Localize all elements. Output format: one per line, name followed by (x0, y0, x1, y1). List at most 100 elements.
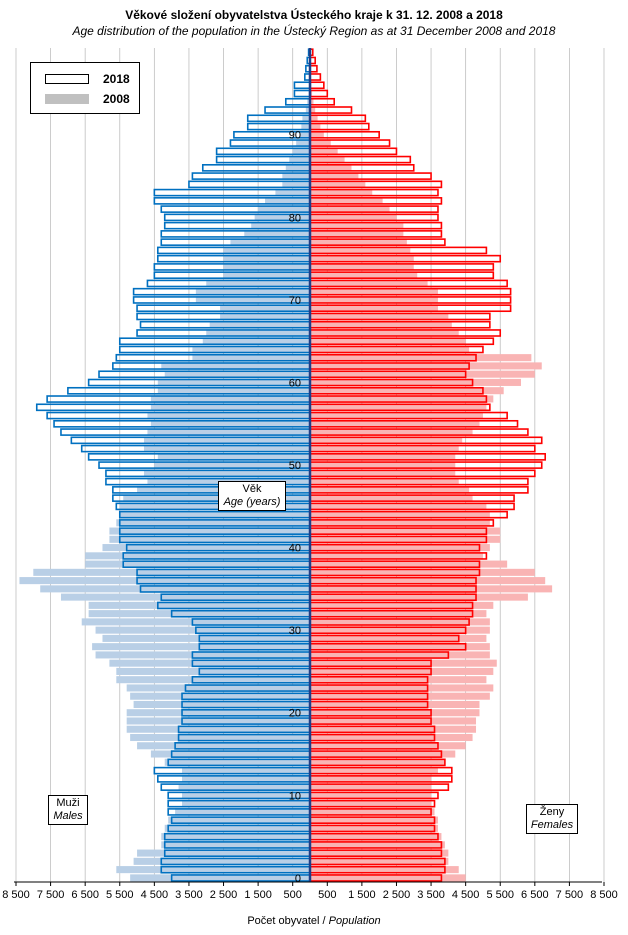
x-tick-label: 5 500 (106, 889, 134, 901)
bar-female-2018 (309, 97, 336, 106)
bar-male-2008 (175, 808, 310, 816)
legend-swatch-2008 (45, 94, 89, 104)
bar-female-2008 (310, 783, 432, 791)
bar-female-2008 (310, 337, 466, 345)
bar-female-2008 (310, 700, 480, 708)
bar-female-2008 (310, 188, 373, 197)
bar-male-2008 (85, 552, 310, 560)
bar-female-2008 (310, 593, 528, 601)
bar-female-2008 (310, 725, 477, 733)
bar-female-2008 (310, 486, 470, 494)
bar-female-2008 (310, 139, 331, 147)
x-tick-label: 3 500 (417, 889, 445, 901)
bar-female-2018 (309, 81, 325, 90)
bar-female-2008 (310, 255, 414, 263)
bar-female-2008 (310, 577, 546, 585)
bar-male-2008 (182, 791, 310, 799)
bar-female-2008 (310, 643, 490, 651)
bar-male-2008 (164, 370, 310, 378)
bar-male-2008 (19, 577, 310, 585)
y-tick-label: 20 (289, 708, 301, 720)
bar-male-2008 (60, 593, 310, 601)
bar-male-2008 (102, 634, 311, 642)
bar-female-2008 (310, 709, 480, 717)
x-tick-label: 6 500 (71, 889, 99, 901)
bar-male-2008 (289, 155, 310, 164)
bar-male-2008 (150, 395, 310, 403)
bar-male-2008 (282, 172, 310, 180)
bar-male-2008 (292, 147, 310, 155)
bar-male-2008 (178, 783, 310, 791)
bar-female-2008 (310, 824, 438, 832)
bar-female-2008 (310, 420, 480, 428)
bar-female-2008 (310, 312, 449, 320)
bar-male-2008 (126, 709, 311, 717)
bar-female-2008 (310, 213, 397, 221)
bar-female-2008 (310, 378, 521, 386)
bar-male-2008 (137, 849, 310, 857)
chart-title: Věkové složení obyvatelstva Ústeckého kr… (125, 8, 503, 22)
bar-male-2008 (195, 296, 310, 304)
x-tick-label: 500 (318, 889, 336, 901)
bar-male-2008 (85, 560, 310, 568)
bar-female-2008 (310, 387, 504, 395)
y-tick-label: 50 (289, 460, 301, 472)
bar-female-2008 (310, 717, 477, 725)
bar-male-2008 (164, 824, 310, 832)
bar-male-2008 (206, 279, 310, 287)
bar-female-2008 (310, 461, 456, 469)
bar-male-2008 (143, 436, 310, 444)
bar-male-2008 (157, 378, 310, 386)
bar-female-2008 (310, 775, 432, 783)
x-tick-label: 7 500 (556, 889, 584, 901)
bar-male-2008 (299, 131, 310, 139)
x-tick-label: 6 500 (521, 889, 549, 901)
bar-male-2008 (109, 659, 310, 667)
females-label: Ženy Females (526, 804, 578, 834)
males-label-cz: Muži (56, 797, 80, 809)
legend-item-2018: 2018 (45, 72, 130, 86)
females-label-en: Females (530, 819, 574, 831)
bar-female-2008 (310, 733, 473, 742)
bar-female-2008 (310, 122, 321, 130)
y-tick-label: 0 (295, 873, 301, 885)
bar-male-2008 (147, 428, 310, 436)
bar-female-2008 (310, 370, 535, 378)
bar-male-2008 (223, 271, 310, 279)
bar-male-2008 (223, 246, 310, 254)
bar-male-2008 (126, 684, 311, 692)
bar-male-2008 (258, 205, 310, 213)
bar-male-2008 (109, 535, 310, 543)
bar-male-2008 (161, 841, 310, 849)
bar-male-2008 (116, 519, 311, 527)
bar-female-2008 (310, 626, 490, 634)
bar-male-2008 (123, 494, 310, 502)
bar-female-2008 (310, 296, 438, 304)
bar-female-2018 (309, 114, 367, 123)
bar-female-2008 (310, 808, 435, 816)
bar-male-2008 (161, 362, 310, 370)
bar-female-2008 (310, 453, 456, 461)
bar-male-2008 (282, 180, 310, 188)
bar-male-2008 (150, 420, 310, 428)
legend-label-2008: 2008 (103, 92, 130, 106)
bar-female-2008 (310, 800, 432, 808)
bar-female-2008 (310, 172, 359, 180)
x-tick-label: 1 500 (348, 889, 376, 901)
bar-female-2008 (310, 676, 487, 684)
bar-female-2008 (310, 263, 414, 271)
bar-male-2008 (192, 345, 310, 353)
bar-female-2008 (310, 651, 490, 659)
bar-male-2008 (109, 527, 310, 535)
age-axis-label: Věk Age (years) (218, 481, 286, 511)
bar-female-2008 (310, 222, 404, 230)
bar-female-2008 (310, 354, 532, 362)
x-tick-label: 1 500 (244, 889, 272, 901)
x-tick-label: 3 500 (175, 889, 203, 901)
bar-female-2008 (310, 436, 463, 444)
x-axis-title-cz: Počet obyvatel (247, 915, 320, 927)
bar-male-2008 (130, 874, 310, 882)
bar-female-2008 (310, 874, 466, 882)
bar-male-2008 (296, 139, 310, 147)
